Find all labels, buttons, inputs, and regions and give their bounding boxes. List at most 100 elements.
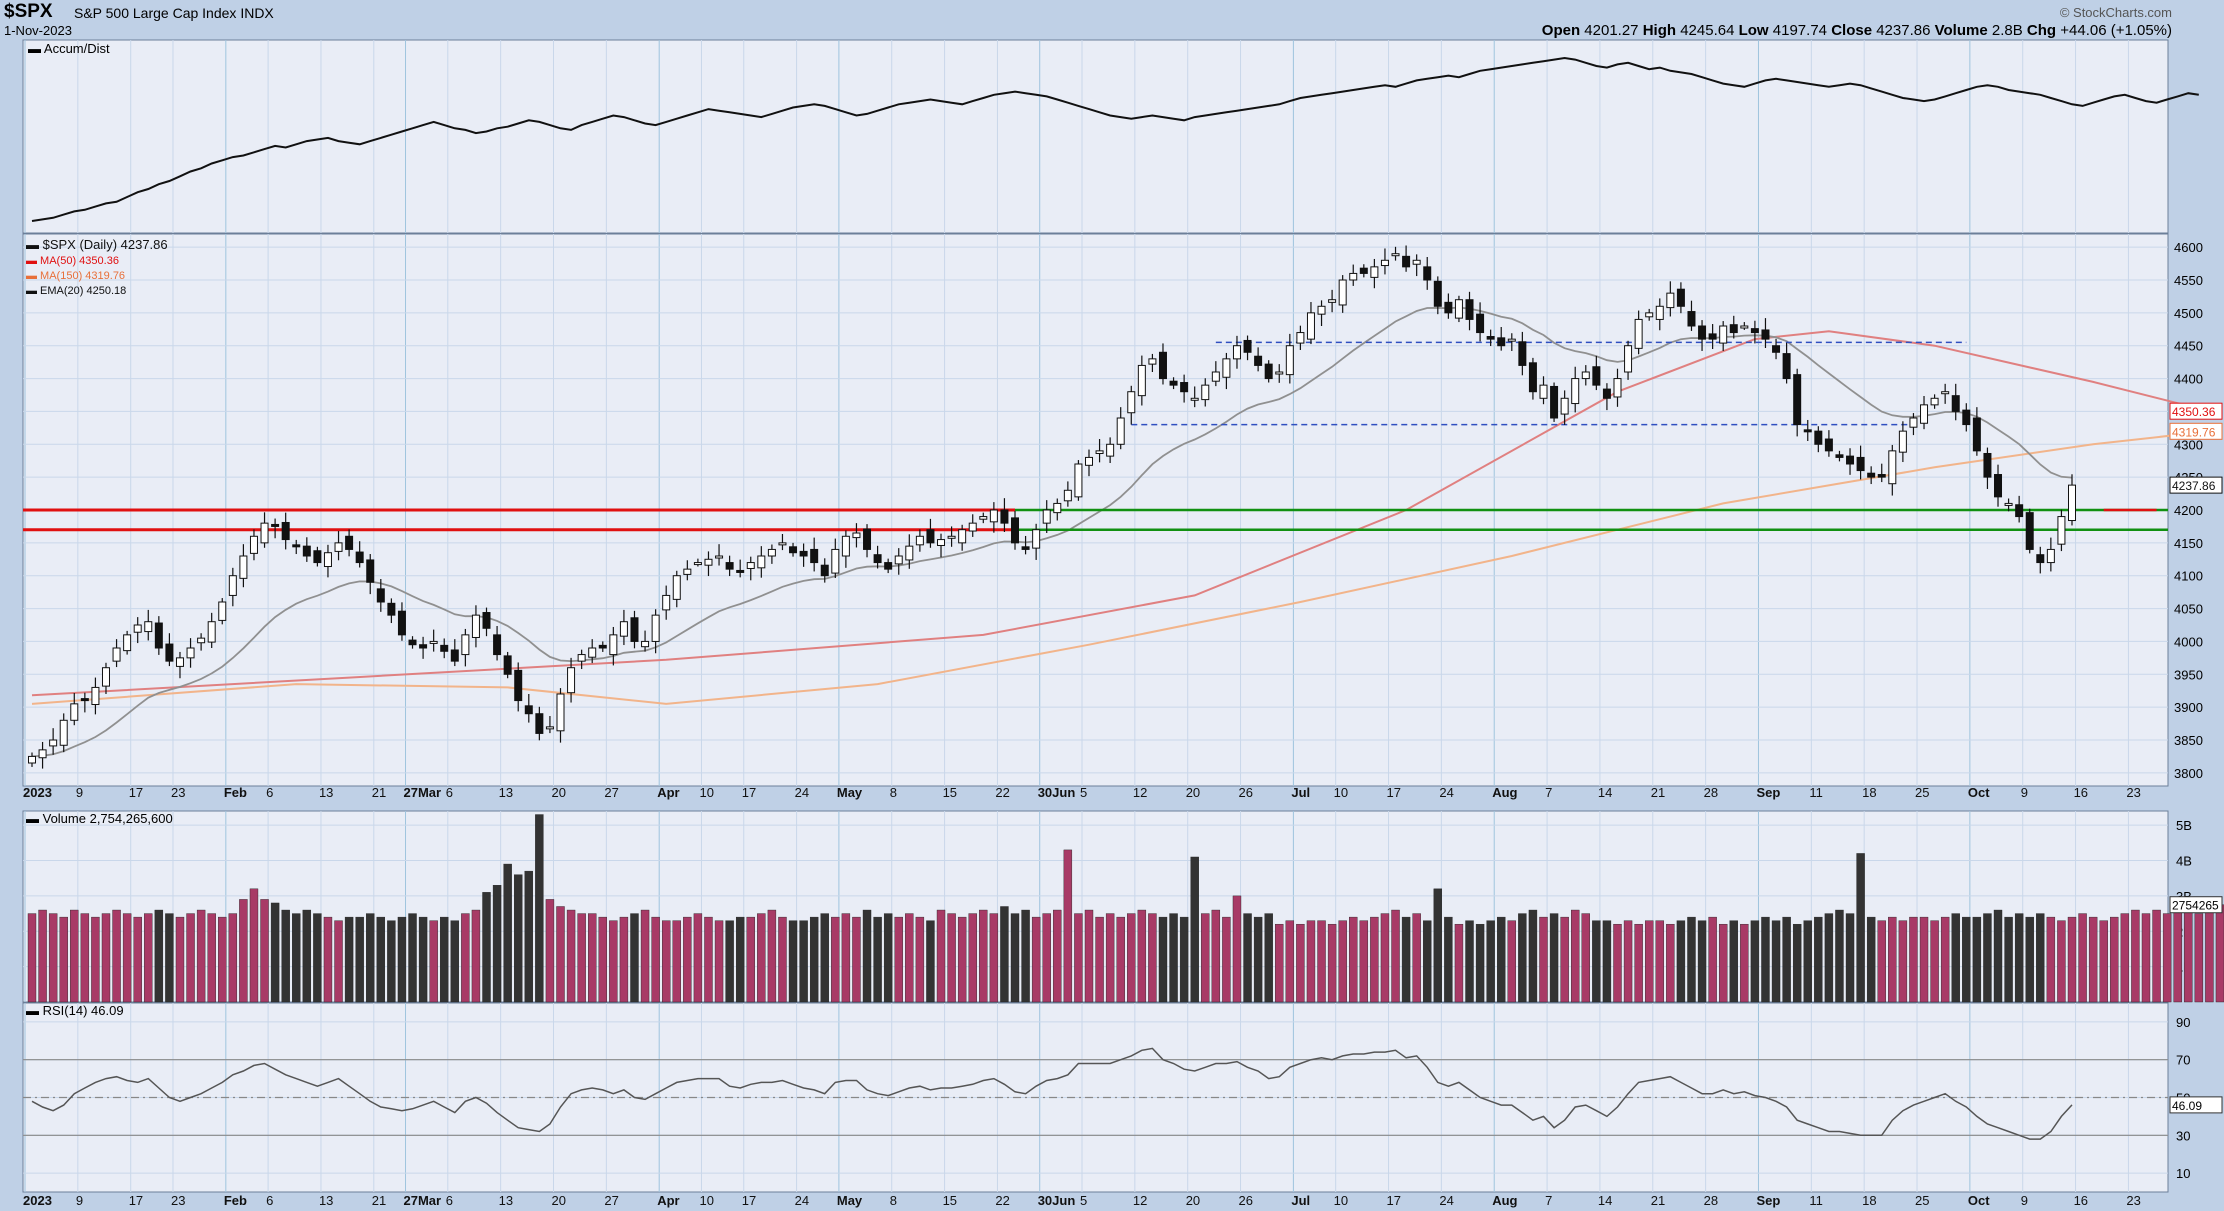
- candle-body: [91, 686, 100, 706]
- candle-body: [408, 639, 417, 646]
- y-tick-label: 4450: [2174, 339, 2203, 354]
- candle-body: [493, 634, 502, 656]
- candle-body: [609, 634, 618, 656]
- volume-bar: [1127, 913, 1136, 1003]
- volume-bar: [1602, 920, 1612, 1003]
- volume-bar: [1856, 853, 1865, 1003]
- candle-body: [1814, 430, 1823, 445]
- x-tick-label: 20: [551, 1193, 565, 1208]
- candle-body: [1634, 318, 1643, 349]
- candle-body: [1740, 325, 1749, 329]
- rsi-line: [31, 1047, 2073, 1140]
- candle-body: [958, 529, 967, 544]
- candle-body: [1782, 353, 1791, 380]
- candle-body: [1454, 299, 1463, 319]
- volume-bar: [2046, 916, 2056, 1003]
- candle-body: [1317, 305, 1326, 315]
- x-tick-label: 7: [1545, 785, 1552, 800]
- volume-bar: [1370, 916, 1379, 1003]
- volume-bar: [2099, 920, 2108, 1003]
- x-tick-label: 9: [76, 1193, 83, 1208]
- candle-body: [471, 614, 480, 638]
- candle-body: [1803, 429, 1812, 433]
- candle-body: [2068, 484, 2076, 522]
- volume-bar: [1296, 923, 1305, 1003]
- volume-bar: [387, 920, 396, 1003]
- volume-bar: [334, 920, 343, 1003]
- rsi-tick-label: 30: [2176, 1128, 2190, 1143]
- candle-body: [577, 654, 586, 662]
- volume-bar: [292, 913, 301, 1003]
- candle-body: [545, 726, 554, 730]
- x-tick-label: 13: [319, 785, 333, 800]
- volume-bar: [482, 892, 491, 1003]
- x-tick-label: 12: [1133, 785, 1147, 800]
- volume-bar: [809, 916, 819, 1003]
- candle-body: [1190, 397, 1199, 401]
- candle-body: [1232, 345, 1241, 360]
- x-tick-label: 24: [795, 1193, 809, 1208]
- volume-bar: [979, 909, 988, 1003]
- x-tick-label: 17: [129, 1193, 143, 1208]
- candle-body: [767, 548, 776, 557]
- x-tick-label: 2023: [23, 785, 52, 800]
- volume-bar: [1095, 916, 1104, 1003]
- volume-bar: [672, 920, 681, 1003]
- volume-bar: [926, 920, 935, 1003]
- candle-body: [588, 647, 597, 658]
- candle-body: [429, 640, 438, 644]
- volume-bar: [112, 909, 121, 1003]
- candle-body: [1592, 366, 1601, 386]
- volume-bar: [1105, 913, 1115, 1003]
- candle-body: [1581, 371, 1590, 380]
- price-legend-item: ▬ MA(50) 4350.36: [26, 255, 119, 267]
- volume-bar: [249, 888, 259, 1003]
- x-tick-label: Sep: [1756, 1193, 1780, 1208]
- candle-body: [366, 559, 375, 583]
- y-tick-label: 4600: [2174, 240, 2203, 255]
- candle-body: [450, 649, 459, 662]
- candle-body: [1772, 345, 1781, 353]
- volume-bar: [1285, 920, 1295, 1003]
- volume-bar: [344, 916, 354, 1003]
- candle-body: [1306, 312, 1315, 340]
- candle-body: [1465, 299, 1474, 320]
- candle-body: [662, 594, 671, 611]
- brand: © StockCharts.com: [2059, 5, 2172, 20]
- volume-bar: [27, 913, 37, 1003]
- volume-bar: [873, 916, 882, 1003]
- volume-bar: [630, 913, 639, 1003]
- candle-body: [1486, 336, 1495, 340]
- x-tick-label: 22: [995, 785, 1009, 800]
- candle-body: [503, 655, 512, 675]
- candle-body: [1063, 489, 1072, 502]
- candle-body: [1380, 259, 1389, 267]
- x-tick-label: 10: [699, 1193, 713, 1208]
- high-value: 4245.64: [1680, 22, 1735, 39]
- x-tick-label: 6: [446, 1193, 453, 1208]
- y-tick-label: 4050: [2174, 602, 2203, 617]
- candle-body: [376, 588, 385, 603]
- candle-body: [1655, 305, 1664, 320]
- volume-bar: [91, 916, 100, 1003]
- ma150-tag: 4319.76: [2172, 425, 2216, 439]
- volume-bar: [418, 916, 428, 1003]
- candle-body: [1433, 280, 1442, 307]
- x-tick-label: 9: [76, 785, 83, 800]
- candle-body: [556, 693, 565, 732]
- volume-bar: [1951, 913, 1960, 1003]
- candle-body: [1275, 371, 1284, 375]
- volume-bar: [1243, 913, 1252, 1003]
- x-tick-label: May: [837, 1193, 863, 1208]
- x-tick-label: Feb: [224, 1193, 247, 1208]
- candle-body: [619, 621, 628, 637]
- candle-body: [1602, 388, 1611, 399]
- candle-body: [1528, 362, 1537, 393]
- volume-bar: [831, 916, 840, 1003]
- volume-bar: [450, 920, 459, 1003]
- y-tick-label: 4550: [2174, 273, 2203, 288]
- x-tick-label: 17: [129, 785, 143, 800]
- x-tick-label: 22: [995, 1193, 1009, 1208]
- candle-body: [1074, 463, 1083, 498]
